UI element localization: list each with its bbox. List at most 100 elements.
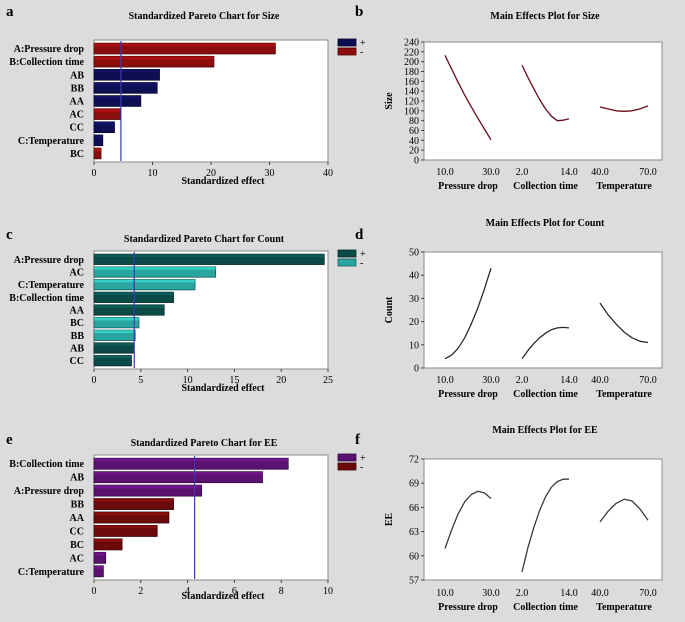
legend: +- [337, 249, 366, 269]
bar-highlight-4 [94, 304, 165, 308]
y-tick-label: 0 [414, 156, 419, 167]
category-label: A:Pressure drop [14, 44, 85, 55]
category-label: AB [70, 344, 84, 355]
factor-low-label: 2.0 [516, 588, 529, 599]
effect-line-1 [521, 478, 569, 573]
x-tick-label: 40 [323, 168, 333, 179]
chart-title: Standardized Pareto Chart for Count [124, 234, 285, 245]
effect-line-0 [444, 490, 492, 549]
category-label: AA [70, 513, 85, 524]
y-axis-label: EE [384, 513, 395, 527]
effect-line-1 [521, 326, 570, 360]
legend: +- [337, 38, 366, 58]
y-tick-label: 240 [404, 38, 419, 49]
category-label: CC [70, 526, 84, 537]
chart-title: Main Effects Plot for Size [490, 11, 600, 22]
pareto-chart-0: Standardized Pareto Chart for Size A:Pres… [9, 11, 366, 187]
y-tick-label: 20 [409, 146, 419, 157]
category-label: C:Temperature [18, 567, 85, 578]
y-tick-label: 80 [409, 116, 419, 127]
plot-area [423, 251, 663, 369]
factor-high-label: 70.0 [639, 167, 657, 178]
bar-highlight-4 [94, 95, 141, 99]
factor-name-label: Collection time [513, 602, 578, 613]
x-tick-label: 0 [92, 586, 97, 597]
panel-letter-a: a [6, 4, 14, 20]
bar-highlight-8 [94, 355, 132, 359]
bar-highlight-0 [94, 254, 325, 258]
category-label: BC [70, 149, 84, 160]
x-tick-label: 10 [148, 168, 158, 179]
effect-line-2 [599, 498, 649, 523]
factor-name-label: Pressure drop [438, 602, 498, 613]
panel-letter-d: d [355, 227, 364, 243]
category-label: A:Pressure drop [14, 255, 85, 266]
x-tick-label: 0 [92, 375, 97, 386]
bar-highlight-8 [94, 148, 102, 152]
factor-high-label: 70.0 [639, 588, 657, 599]
legend: +- [337, 453, 366, 473]
bar-highlight-0 [94, 458, 289, 462]
category-label: CC [70, 356, 84, 367]
x-axis-label: Standardized effect [181, 591, 265, 602]
category-label: B:Collection time [9, 57, 84, 68]
category-label: BC [70, 318, 84, 329]
factor-high-label: 14.0 [560, 375, 578, 386]
x-tick-label: 0 [92, 168, 97, 179]
bar-highlight-7 [94, 134, 103, 138]
panel-letter-c: c [6, 227, 13, 243]
bar-highlight-3 [94, 82, 158, 86]
factor-high-label: 30.0 [482, 375, 500, 386]
effect-line-2 [599, 105, 649, 112]
chart-title: Standardized Pareto Chart for Size [129, 11, 280, 22]
y-axis-label: Size [384, 92, 395, 110]
category-label: AA [70, 97, 85, 108]
legend-swatch-0 [337, 38, 357, 47]
category-label: AC [70, 110, 84, 121]
category-label: AB [70, 473, 84, 484]
main-effects-chart-5: Main Effects Plot for EE 57 60 63 66 69 72 EE 10… [384, 425, 663, 613]
x-axis-label: Standardized effect [181, 176, 265, 187]
bar-highlight-2 [94, 69, 160, 73]
x-tick-label: 15 [229, 375, 239, 386]
y-tick-label: 63 [409, 527, 419, 538]
x-tick-label: 10 [183, 375, 193, 386]
bar-highlight-5 [94, 525, 158, 529]
x-tick-label: 30 [265, 168, 275, 179]
factor-high-label: 30.0 [482, 588, 500, 599]
y-tick-label: 10 [409, 340, 419, 351]
legend-swatch-0 [337, 453, 357, 462]
x-axis-label: Standardized effect [181, 383, 265, 394]
legend-label: - [360, 258, 363, 269]
factor-name-label: Temperature [596, 602, 652, 613]
factor-name-label: Temperature [596, 389, 652, 400]
y-tick-label: 50 [409, 248, 419, 259]
y-tick-label: 180 [404, 67, 419, 78]
y-tick-label: 40 [409, 271, 419, 282]
bar-highlight-1 [94, 266, 216, 270]
factor-low-label: 40.0 [591, 588, 609, 599]
plot-area [423, 41, 663, 161]
panel-letter-b: b [355, 4, 363, 20]
y-tick-label: 30 [409, 294, 419, 305]
category-label: AC [70, 268, 84, 279]
category-label: AA [70, 306, 85, 317]
category-label: A:Pressure drop [14, 486, 85, 497]
legend-label: + [360, 453, 366, 464]
bar-highlight-1 [94, 56, 214, 60]
category-label: BB [71, 500, 85, 511]
x-tick-label: 10 [323, 586, 333, 597]
factor-name-label: Collection time [513, 389, 578, 400]
bar-highlight-6 [94, 330, 136, 334]
chart-title: Standardized Pareto Chart for EE [131, 438, 278, 449]
legend-swatch-1 [337, 462, 357, 471]
factor-name-label: Collection time [513, 181, 578, 192]
chart-title: Main Effects Plot for Count [486, 218, 605, 229]
panel-letter-f: f [355, 432, 361, 448]
category-label: BB [71, 83, 85, 94]
main-effects-chart-1: Main Effects Plot for Size 02040608010012… [384, 11, 663, 192]
y-tick-label: 200 [404, 57, 419, 68]
bar-highlight-1 [94, 471, 263, 475]
